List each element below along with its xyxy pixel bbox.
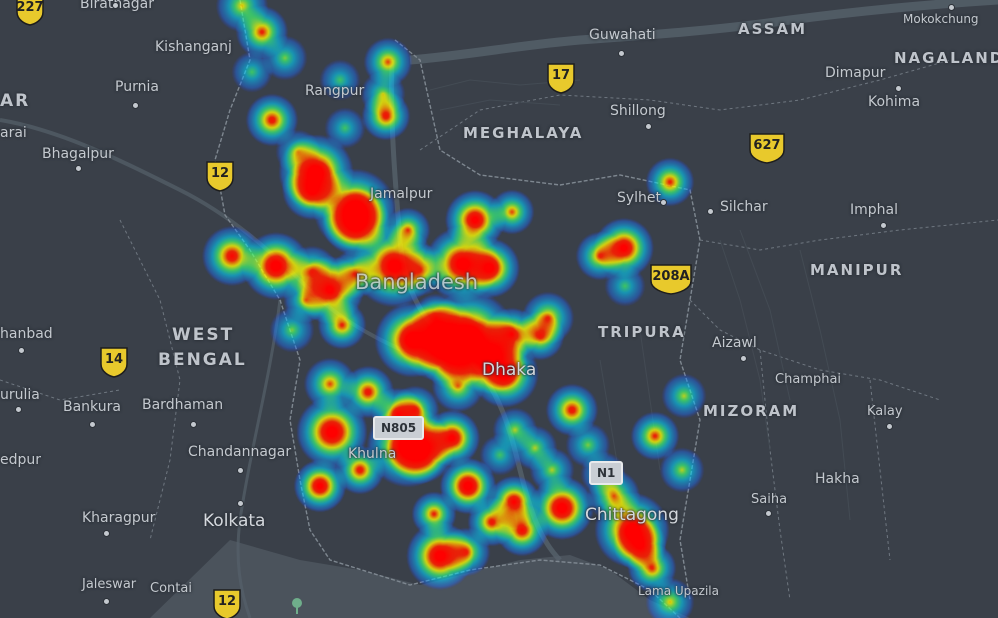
dot-kolkata <box>237 500 244 507</box>
label-bhagalpur: Bhagalpur <box>42 146 114 162</box>
dot-silchar <box>707 208 714 215</box>
label-mizoram: MIZORAM <box>703 402 800 420</box>
highway-shield-12-south: 12 <box>212 588 242 618</box>
dot-jaleswar <box>103 598 110 605</box>
highway-shield-17: 17 <box>546 62 576 94</box>
label-west: WEST <box>172 325 235 345</box>
route-badge-n805: N805 <box>373 416 425 440</box>
dot-shillong <box>645 123 652 130</box>
dot-kalay <box>886 423 893 430</box>
highway-shield-208a: 208A <box>649 263 693 295</box>
label-tripura: TRIPURA <box>598 323 686 341</box>
label-assam: ASSAM <box>738 20 808 38</box>
dot-mokokchung <box>948 4 955 11</box>
label-khulna: Khulna <box>348 446 397 462</box>
label-guwahati: Guwahati <box>589 27 656 43</box>
dot-biratnagar <box>112 2 119 9</box>
dot-purulia <box>15 406 22 413</box>
label-purulia: urulia <box>0 387 40 403</box>
label-manipur: MANIPUR <box>810 261 904 279</box>
label-kishanganj: Kishanganj <box>155 39 232 55</box>
label-silchar: Silchar <box>720 199 768 215</box>
label-bardhaman: Bardhaman <box>142 397 224 413</box>
label-jaleswar: Jaleswar <box>82 577 137 592</box>
label-saiha: Saiha <box>751 492 788 507</box>
dot-chandannagar <box>237 467 244 474</box>
dot-bardhaman <box>190 421 197 428</box>
dot-sylhet <box>660 199 667 206</box>
label-nagaland: NAGALAND <box>894 49 998 67</box>
dot-purnia <box>132 102 139 109</box>
label-mokokchung: Mokokchung <box>903 12 979 26</box>
dot-saiha <box>765 510 772 517</box>
dot-kharagpur <box>103 530 110 537</box>
label-contai: Contai <box>150 581 192 596</box>
label-medinipur: edpur <box>0 452 42 468</box>
dot-imphal <box>880 222 887 229</box>
label-bankura: Bankura <box>63 399 121 415</box>
label-aizawl: Aizawl <box>712 335 757 351</box>
label-dhanbad: hanbad <box>0 326 53 342</box>
label-dimapur: Dimapur <box>825 65 886 81</box>
route-badge-n1: N1 <box>589 461 624 485</box>
label-sylhet: Sylhet <box>617 190 662 206</box>
label-bihar: AR <box>0 91 31 111</box>
label-chittagong: Chittagong <box>585 505 679 525</box>
dot-guwahati <box>618 50 625 57</box>
dot-kohima <box>895 85 902 92</box>
label-jamalpur: Jamalpur <box>370 186 433 202</box>
label-kohima: Kohima <box>868 94 921 110</box>
label-dhaka: Dhaka <box>482 360 537 380</box>
dot-bankura <box>89 421 96 428</box>
label-kalay: Kalay <box>867 404 903 419</box>
label-kharagpur: Kharagpur <box>82 510 156 526</box>
dot-bhagalpur <box>75 165 82 172</box>
label-champhai: Champhai <box>775 372 842 387</box>
label-chandannagar: Chandannagar <box>188 444 292 460</box>
highway-shield-12-north: 12 <box>205 160 235 192</box>
label-imphal: Imphal <box>850 202 898 218</box>
label-hakha: Hakha <box>815 471 860 487</box>
label-meghalaya: MEGHALAYA <box>463 124 584 142</box>
label-purnia: Purnia <box>115 79 159 95</box>
label-bengal: BENGAL <box>158 350 247 370</box>
dot-dhanbad <box>18 347 25 354</box>
dot-aizawl <box>740 355 747 362</box>
label-bangladesh: Bangladesh <box>355 270 479 294</box>
label-rangpur: Rangpur <box>305 83 365 99</box>
highway-shield-627: 627 <box>748 132 786 164</box>
label-kolkata: Kolkata <box>203 511 266 531</box>
label-araria: arai <box>0 125 27 141</box>
label-shillong: Shillong <box>610 103 666 119</box>
label-lama-upazila: Lama Upazila <box>638 584 719 598</box>
park-icon <box>292 598 302 614</box>
highway-shield-227: 227 <box>15 0 45 26</box>
highway-shield-14: 14 <box>99 346 129 378</box>
